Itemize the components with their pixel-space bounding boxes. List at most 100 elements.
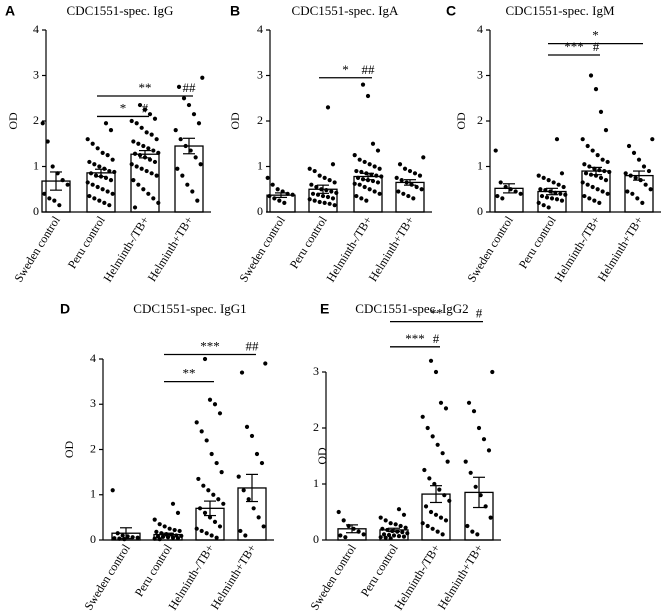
- data-point: [603, 178, 609, 183]
- data-point: [554, 137, 560, 142]
- y-tick-label: 2: [33, 113, 39, 127]
- category-label: Peru control: [358, 541, 401, 599]
- panel-letter: E: [320, 301, 329, 317]
- data-point: [176, 84, 182, 89]
- data-point: [139, 166, 144, 171]
- data-point: [243, 533, 248, 538]
- data-point: [493, 148, 498, 153]
- data-point: [357, 157, 362, 162]
- data-point: [546, 205, 551, 210]
- data-point: [417, 173, 423, 178]
- data-point: [238, 528, 243, 534]
- data-point: [597, 200, 602, 205]
- data-point: [209, 451, 214, 457]
- data-point: [580, 137, 585, 142]
- data-point: [422, 467, 427, 473]
- data-point: [144, 168, 149, 174]
- data-point: [359, 169, 364, 175]
- data-point: [98, 174, 104, 179]
- data-point: [157, 522, 162, 527]
- data-point: [428, 358, 434, 363]
- data-point: [90, 141, 95, 146]
- data-point: [108, 128, 114, 133]
- data-point: [438, 400, 444, 405]
- data-point: [105, 189, 110, 194]
- data-point: [356, 529, 361, 534]
- data-point: [640, 200, 645, 205]
- panel-letter: D: [60, 301, 70, 317]
- data-point: [244, 424, 250, 429]
- data-point: [430, 526, 435, 531]
- data-point: [201, 483, 206, 488]
- data-point: [152, 536, 157, 541]
- data-point: [585, 143, 590, 149]
- data-point: [401, 512, 407, 517]
- data-point: [405, 531, 410, 536]
- data-point: [312, 198, 317, 203]
- data-point: [580, 180, 585, 185]
- data-point: [598, 175, 604, 180]
- y-tick-label: 1: [477, 158, 483, 172]
- data-point: [259, 460, 265, 466]
- significance-label: *: [120, 100, 127, 115]
- data-point: [102, 200, 107, 205]
- data-point: [541, 175, 546, 180]
- data-point: [317, 199, 322, 205]
- data-point: [633, 175, 638, 180]
- data-point: [430, 434, 435, 439]
- y-tick-label: 4: [33, 22, 39, 36]
- data-point: [646, 168, 652, 174]
- data-point: [352, 181, 357, 186]
- data-point: [90, 182, 95, 187]
- data-point: [593, 87, 599, 92]
- data-point: [630, 191, 635, 196]
- data-point: [149, 132, 154, 137]
- data-point: [404, 180, 409, 185]
- data-point: [87, 159, 92, 165]
- data-point: [367, 187, 372, 192]
- data-point: [105, 153, 110, 158]
- data-point: [280, 189, 285, 194]
- data-point: [179, 533, 184, 539]
- data-point: [381, 532, 387, 537]
- data-point: [361, 532, 366, 537]
- significance-label: ***: [200, 338, 220, 353]
- data-point: [204, 438, 209, 443]
- panel-title: CDC1551-spec. IgA: [292, 3, 399, 18]
- data-point: [478, 493, 483, 498]
- data-point: [92, 162, 97, 167]
- data-point: [390, 528, 395, 534]
- data-point: [590, 148, 595, 153]
- data-point: [438, 515, 444, 520]
- data-point: [175, 166, 180, 171]
- data-point: [152, 116, 158, 121]
- data-point: [391, 533, 397, 538]
- data-point: [261, 524, 266, 529]
- data-point: [263, 361, 268, 366]
- hash-marker: #: [433, 331, 440, 346]
- data-point: [216, 497, 221, 502]
- data-point: [388, 536, 393, 541]
- data-point: [183, 143, 188, 149]
- data-point: [142, 107, 148, 112]
- data-point: [204, 531, 209, 536]
- data-point: [221, 501, 226, 506]
- data-point: [536, 200, 541, 205]
- data-point: [272, 196, 277, 201]
- data-point: [156, 200, 161, 205]
- data-point: [437, 487, 442, 492]
- panel-b: B CDC1551-spec. IgA 0 1 2 3 4 OD Sweden controlP…: [228, 3, 432, 285]
- data-point: [588, 73, 594, 78]
- data-point: [110, 191, 115, 196]
- data-point: [131, 139, 136, 144]
- data-point: [379, 174, 384, 179]
- data-point: [195, 198, 200, 203]
- category-label: Peru control: [516, 213, 559, 271]
- significance-label: **: [139, 80, 152, 95]
- data-point: [332, 180, 337, 185]
- data-point: [165, 535, 171, 540]
- data-point: [420, 521, 425, 526]
- data-point: [471, 409, 477, 414]
- data-point: [190, 189, 195, 194]
- data-point: [85, 137, 90, 142]
